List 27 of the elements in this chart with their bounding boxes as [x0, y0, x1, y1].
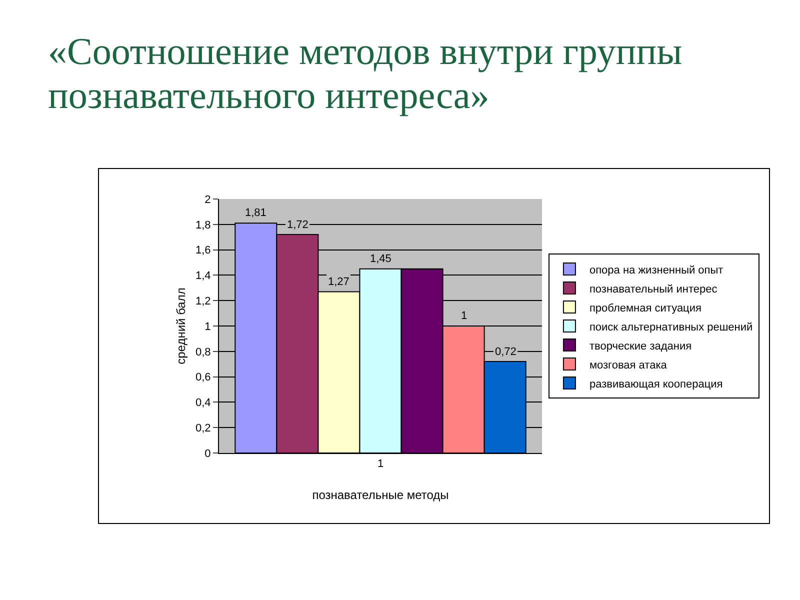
y-tick-label: 2: [204, 194, 211, 206]
y-tick-label: 1,6: [196, 244, 211, 257]
data-label: 1,45: [370, 253, 392, 265]
legend-label: опора на жизненный опыт: [589, 264, 724, 276]
chart-title: «Соотношение методов внутри группы познавательного интереса»: [48, 30, 684, 118]
legend-label: проблемная ситуация: [589, 302, 702, 314]
y-tick-label: 1,2: [196, 295, 211, 308]
y-tick-label: 0,2: [196, 422, 211, 434]
data-label: 0,72: [495, 346, 516, 358]
y-tick-label: 0,4: [196, 397, 211, 410]
y-tick-label: 1: [204, 320, 211, 333]
y-tick-label: 0,6: [196, 372, 211, 384]
data-label: 1: [461, 310, 468, 322]
data-label: 1,27: [328, 276, 350, 288]
data-label: 1,72: [287, 219, 308, 231]
legend-label: творческие задания: [589, 340, 692, 352]
y-tick-label: 0,8: [196, 346, 211, 358]
x-axis-title: познавательные методы: [312, 488, 449, 502]
legend-label: поиск альтернативных решений: [589, 321, 753, 334]
y-tick-label: 1,4: [196, 270, 211, 282]
y-tick-label: 0: [204, 448, 211, 460]
y-axis-title: средний балл: [174, 288, 188, 364]
legend-label: познавательный интерес: [589, 283, 718, 296]
data-label: 1,81: [245, 207, 266, 219]
legend-label: развивающая кооперация: [589, 378, 723, 390]
y-tick-label: 1,8: [196, 219, 211, 232]
legend-label: мозговая атака: [589, 359, 668, 372]
